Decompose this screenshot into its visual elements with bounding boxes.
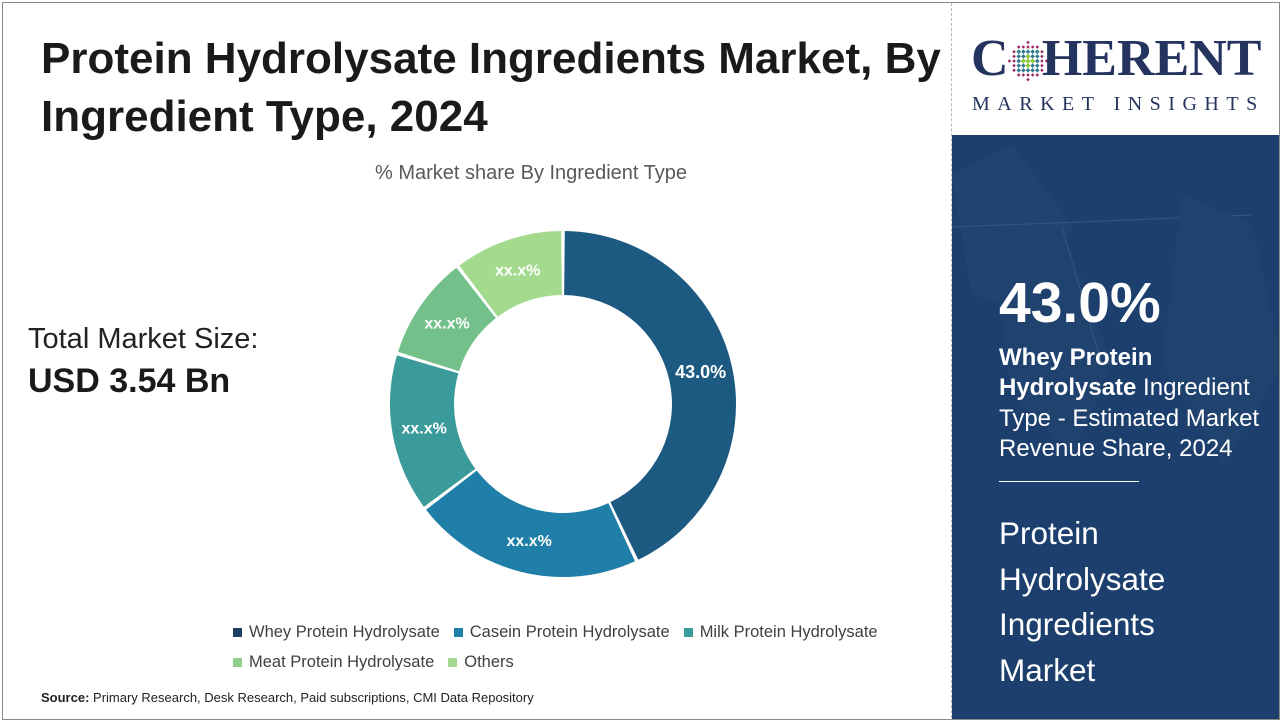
svg-text:43.0%: 43.0% (675, 362, 726, 382)
svg-text:xx.x%: xx.x% (507, 533, 552, 550)
svg-text:xx.x%: xx.x% (424, 316, 469, 333)
svg-text:xx.x%: xx.x% (402, 421, 447, 438)
svg-text:xx.x%: xx.x% (495, 263, 540, 280)
